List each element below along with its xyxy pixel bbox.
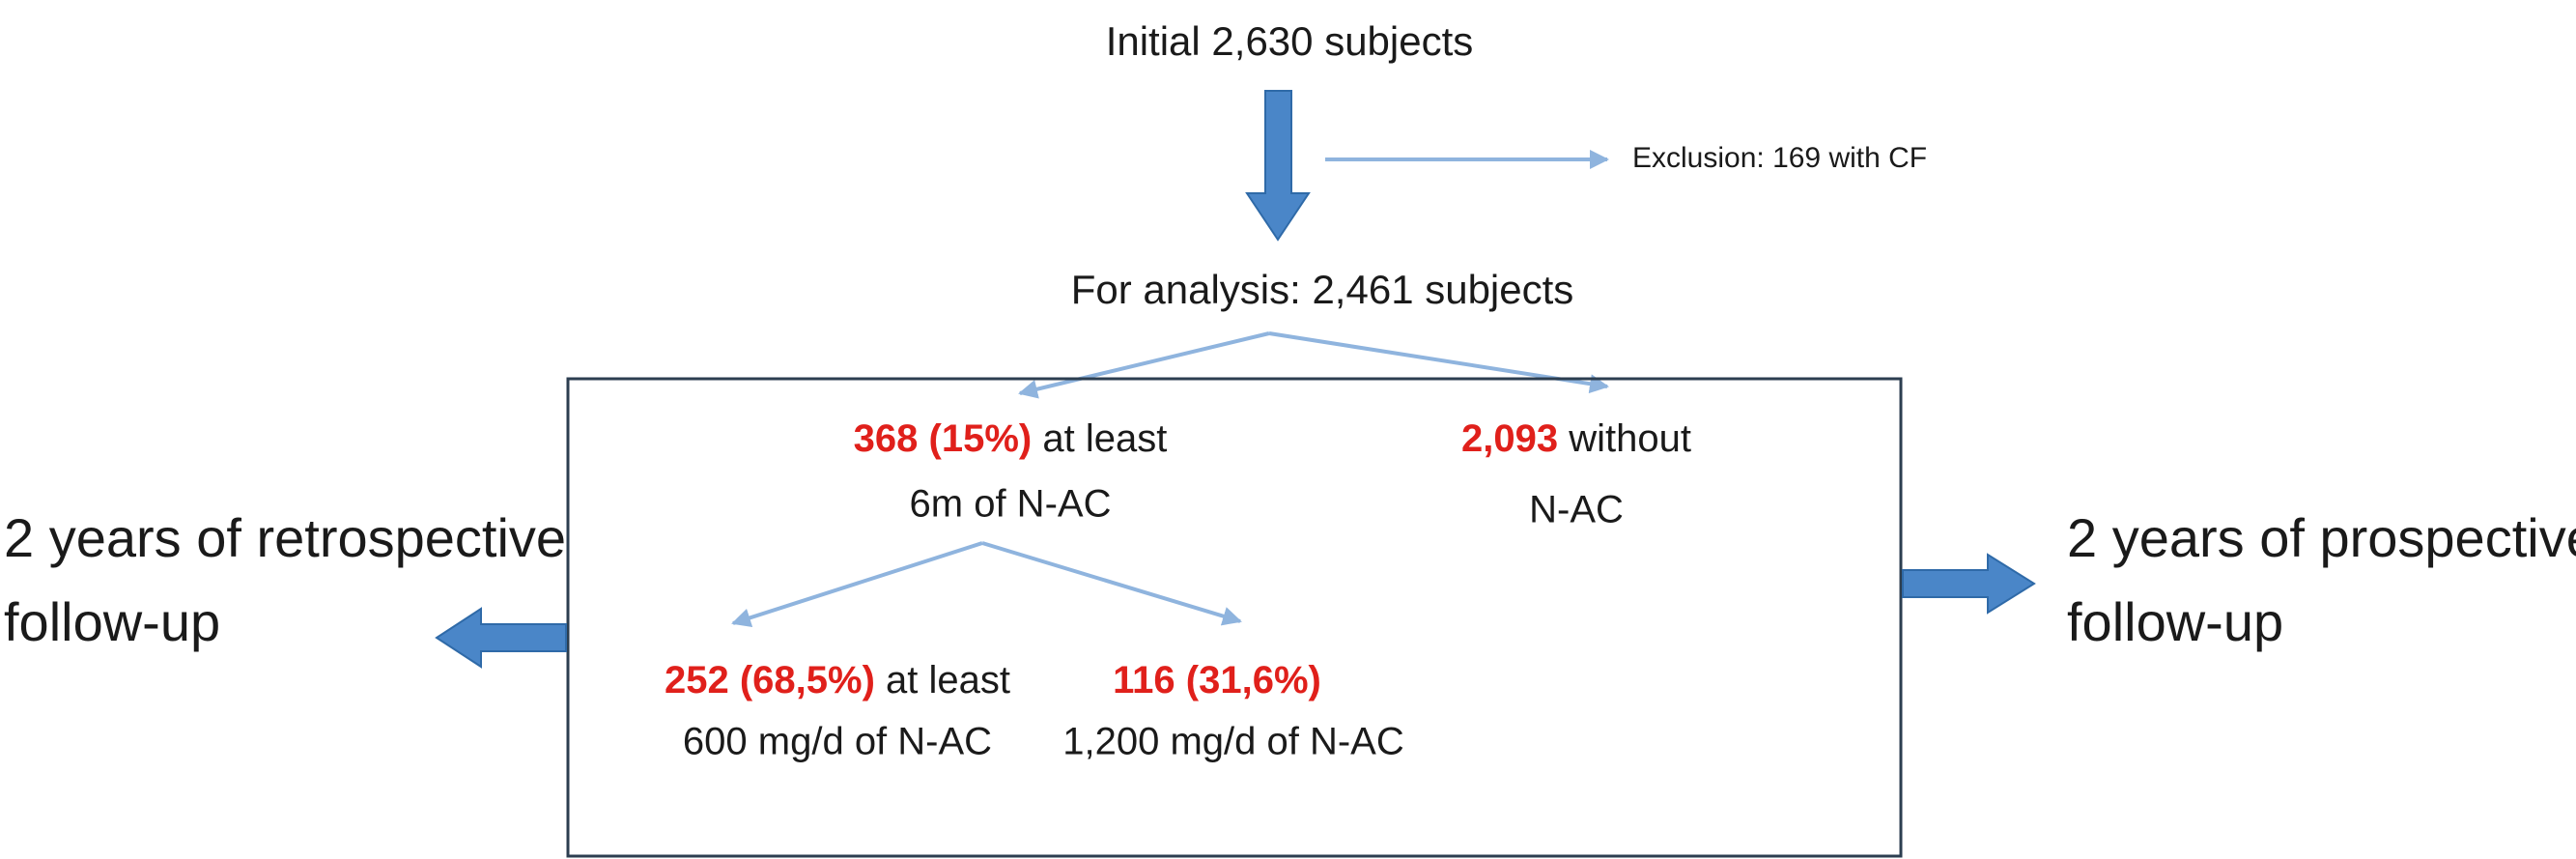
retrospective-line2: follow-up xyxy=(4,591,220,652)
treated-count: 368 (15%) xyxy=(854,417,1033,460)
right-arrow xyxy=(1902,553,2036,615)
cohort-box xyxy=(566,377,1903,858)
prospective-line1: 2 years of prospective xyxy=(2067,507,2576,568)
left-arrow xyxy=(435,607,567,669)
prospective-line2: follow-up xyxy=(2067,591,2283,652)
untreated-line2: N-AC xyxy=(1529,489,1624,531)
dose-arrow xyxy=(981,541,1242,626)
dose-high-count: 116 (31,6%) xyxy=(1113,659,1321,702)
untreated-line1: 2,093 without xyxy=(1461,417,1691,460)
dose-low-text: at least xyxy=(886,659,1010,702)
exclusion-label: Exclusion: 169 with CF xyxy=(1632,142,1927,174)
untreated-count: 2,093 xyxy=(1461,417,1558,460)
dose-high-line2: 1,200 mg/d of N-AC xyxy=(1062,721,1404,763)
start-label: Initial 2,630 subjects xyxy=(1106,18,1474,64)
treated-line1: 368 (15%) at least xyxy=(854,417,1168,460)
dose-low-line2: 600 mg/d of N-AC xyxy=(683,721,992,763)
retrospective-line1: 2 years of retrospective xyxy=(4,507,566,568)
down-arrow xyxy=(1245,90,1311,242)
analysis-label: For analysis: 2,461 subjects xyxy=(1071,267,1574,312)
split-arrow xyxy=(1018,331,1270,399)
treated-text: at least xyxy=(1042,417,1167,460)
treated-line2: 6m of N-AC xyxy=(910,483,1112,526)
dose-low-line1: 252 (68,5%) at least xyxy=(665,659,1010,702)
dose-low-count: 252 (68,5%) xyxy=(665,659,875,702)
dose-arrow xyxy=(731,541,983,628)
untreated-text: without xyxy=(1568,417,1691,460)
dose-high-line1: 116 (31,6%) xyxy=(1113,659,1321,702)
